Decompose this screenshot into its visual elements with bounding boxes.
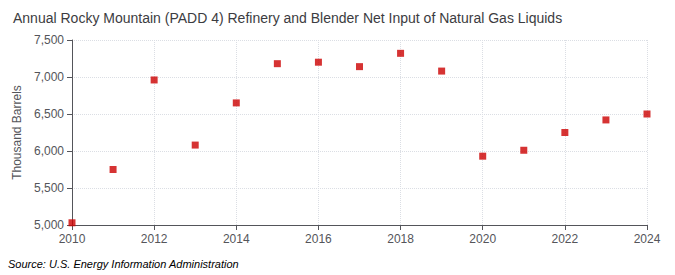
svg-text:2010: 2010 [59,232,86,246]
svg-text:7,000: 7,000 [34,70,64,84]
svg-text:Source: U.S. Energy Informatio: Source: U.S. Energy Information Administ… [8,258,239,270]
svg-text:Annual Rocky Mountain (PADD 4): Annual Rocky Mountain (PADD 4) Refinery … [13,10,562,26]
svg-text:2012: 2012 [141,232,168,246]
svg-text:5,500: 5,500 [34,181,64,195]
svg-text:7,500: 7,500 [34,33,64,47]
svg-text:6,500: 6,500 [34,107,64,121]
svg-text:2014: 2014 [223,232,250,246]
svg-text:2018: 2018 [387,232,414,246]
svg-text:5,000: 5,000 [34,218,64,232]
svg-text:2022: 2022 [552,232,579,246]
svg-text:2020: 2020 [469,232,496,246]
svg-text:2016: 2016 [305,232,332,246]
svg-text:Thousand Barrels: Thousand Barrels [10,85,24,180]
svg-text:2024: 2024 [634,232,661,246]
svg-text:6,000: 6,000 [34,144,64,158]
